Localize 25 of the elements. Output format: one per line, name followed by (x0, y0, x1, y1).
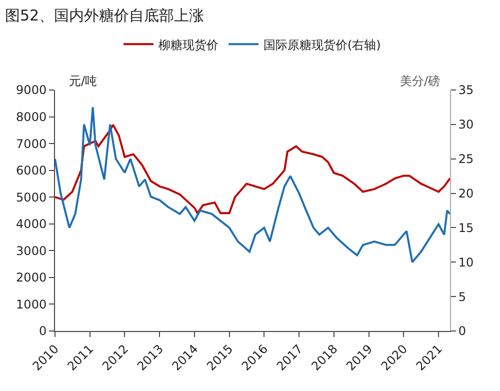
y-tick-label: 0 (38, 324, 47, 338)
y2-tick-label: 15 (458, 220, 474, 235)
line-series (55, 124, 450, 214)
y2-tick-label: 25 (458, 152, 474, 166)
y2-tick-label: 35 (458, 83, 474, 98)
y-tick-label: 9000 (16, 83, 47, 98)
y2-tick-label: 0 (458, 324, 466, 338)
y-tick-label: 8000 (16, 110, 47, 124)
y2-tick-label: 10 (458, 255, 474, 270)
y-tick-label: 1000 (16, 297, 47, 312)
line-series (55, 106, 450, 264)
y-tick-label: 7000 (16, 136, 47, 151)
y-tick-label: 5000 (16, 190, 47, 204)
legend-label: 国际原糖现货价(右轴) (264, 38, 381, 52)
y-tick-label: 2000 (16, 270, 47, 285)
y2-tick-label: 20 (458, 186, 474, 200)
y2-axis-title: 美分/磅 (400, 74, 440, 88)
legend-label: 柳糖现货价 (158, 38, 218, 52)
y-axis-title: 元/吨 (69, 74, 98, 88)
y-tick-label: 3000 (16, 244, 47, 258)
chart-title: 图52、国内外糖价自底部上涨 (5, 6, 204, 24)
y-tick-label: 6000 (16, 164, 47, 178)
y2-tick-label: 30 (458, 118, 474, 132)
y-tick-label: 4000 (16, 217, 47, 232)
y2-tick-label: 5 (458, 290, 466, 304)
